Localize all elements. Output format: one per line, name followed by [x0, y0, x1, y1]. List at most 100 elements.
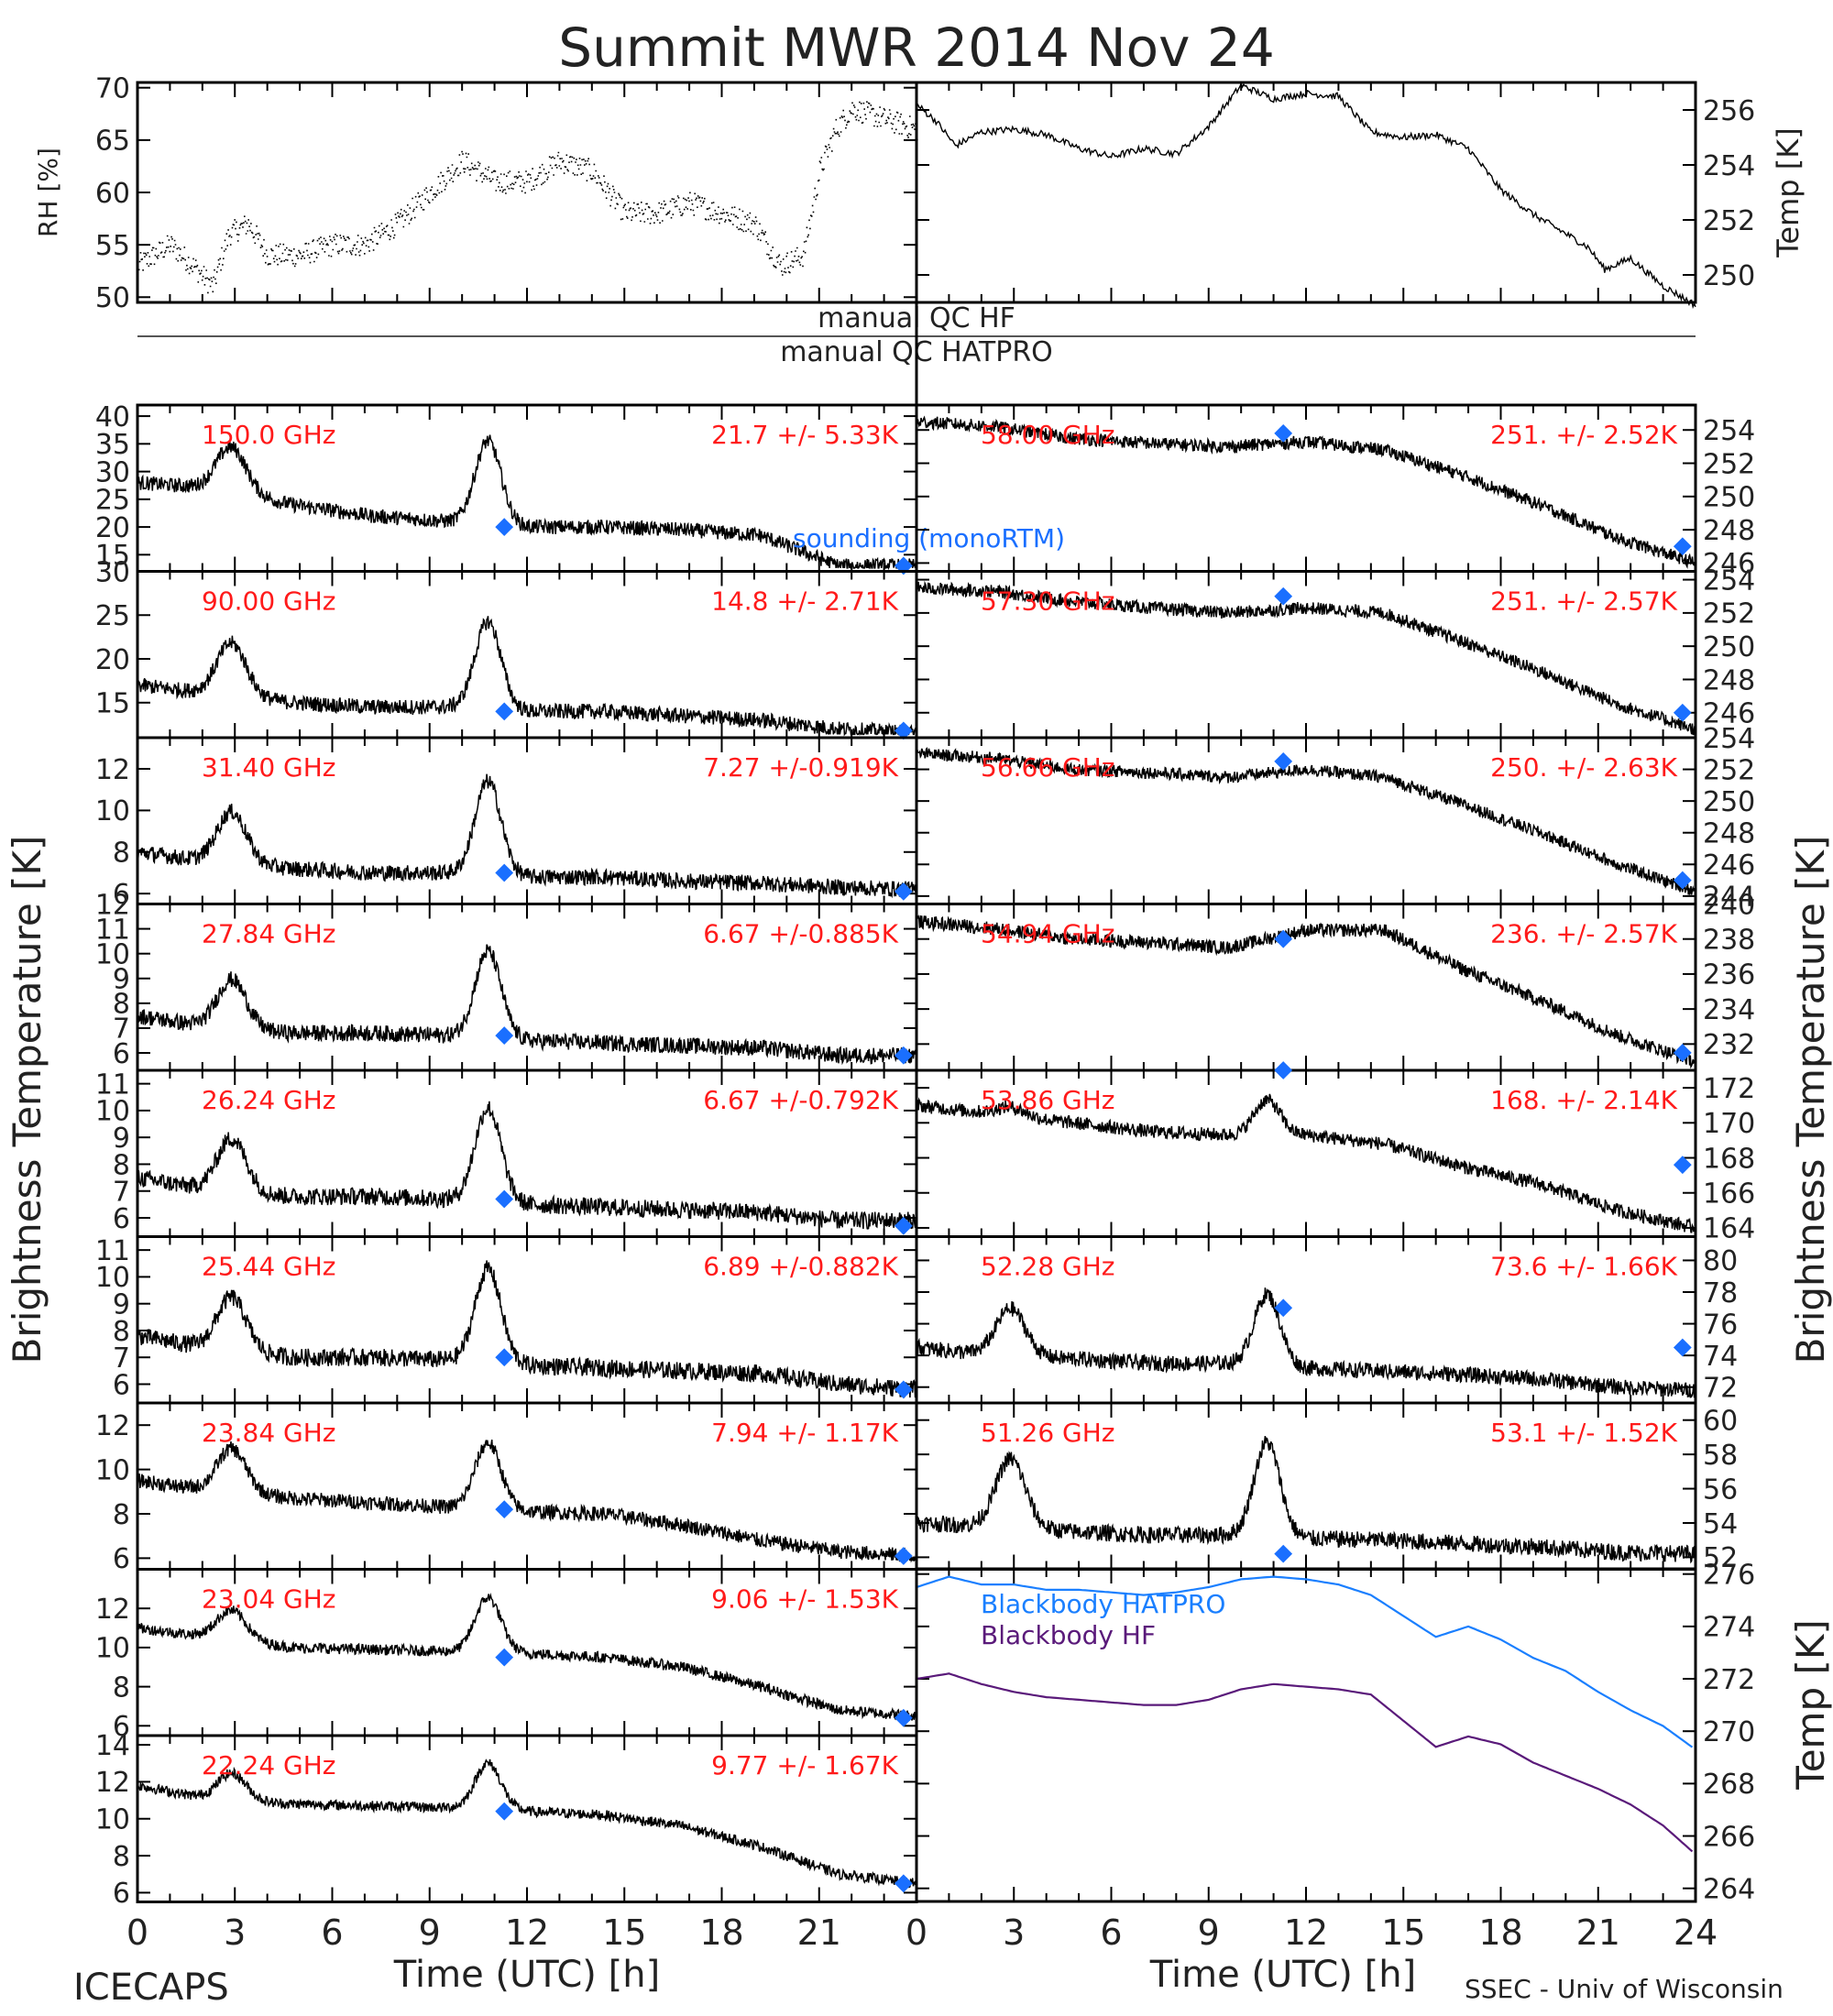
- channel-frequency: 58.00 GHz: [981, 420, 1115, 450]
- channel-frequency: 54.94 GHz: [981, 919, 1115, 949]
- channel-stat: 14.8 +/- 2.71K: [711, 586, 898, 617]
- channel-frequency: 31.40 GHz: [202, 752, 336, 783]
- sounding-marker: [1274, 1298, 1293, 1318]
- y-tick-label: 252: [1703, 448, 1755, 480]
- channel-panel: 6 8 10 12 31.40 GHz 7.27 +/-0.919K: [95, 736, 918, 911]
- bt-series: [137, 434, 917, 571]
- channel-frequency: 22.24 GHz: [202, 1750, 336, 1780]
- channel-stat: 251. +/- 2.52K: [1490, 420, 1677, 450]
- channel-stat: 251. +/- 2.57K: [1490, 586, 1677, 617]
- y-tick-label: 60: [95, 178, 130, 210]
- y-tick-label: 12: [95, 754, 130, 786]
- y-tick-label: 232: [1703, 1029, 1755, 1061]
- x-axes: 0 3 6 9 12 15 18 21 0 3 6 9 12 15 18 21 24: [126, 1912, 1718, 1953]
- sounding-marker: [1274, 752, 1293, 771]
- y-tick-label: 30: [95, 556, 130, 588]
- x-tick-label-right: 6: [1100, 1912, 1122, 1953]
- channel-frequency: 53.86 GHz: [981, 1085, 1115, 1115]
- legend-bb-hatpro: Blackbody HATPRO: [981, 1589, 1225, 1619]
- rh-series: [137, 101, 918, 294]
- y-tick-label: 250: [1703, 482, 1755, 514]
- bt-series: [916, 580, 1696, 736]
- channel-panel: 15 20 25 30 90.00 GHz 14.8 +/- 2.71K: [95, 556, 918, 740]
- sounding-marker: [495, 1802, 514, 1821]
- y-tick-label: 264: [1703, 1874, 1755, 1906]
- x-tick-label-left: 6: [321, 1912, 343, 1953]
- xlabel-left: Time (UTC) [h]: [393, 1954, 660, 1996]
- y-tick-label: 8: [113, 1841, 130, 1873]
- channel-frequency: 51.26 GHz: [981, 1418, 1115, 1448]
- bt-series: [916, 1287, 1696, 1398]
- y-tick-label: 236: [1703, 959, 1755, 992]
- bb-hf-series: [916, 1672, 1694, 1853]
- sounding-legend: sounding (monoRTM): [793, 523, 1065, 553]
- sounding-marker: [495, 1500, 514, 1519]
- y-tick-label: 10: [95, 938, 130, 970]
- channel-frequency: 52.28 GHz: [981, 1252, 1115, 1282]
- y-tick-label: 254: [1703, 150, 1755, 182]
- y-tick-label: 254: [1703, 564, 1755, 597]
- y-tick-label: 6: [113, 1369, 130, 1401]
- y-tick-label: 6: [113, 1711, 130, 1743]
- x-tick-label-right: 24: [1674, 1912, 1718, 1953]
- x-tick-label-right: 0: [906, 1912, 927, 1953]
- y-tick-label: 250: [1703, 786, 1755, 818]
- channel-frequency: 57.30 GHz: [981, 586, 1115, 617]
- y-tick-label: 246: [1703, 849, 1755, 882]
- bt-series: [137, 1101, 917, 1230]
- bt-series: [137, 1260, 917, 1399]
- x-tick-label-right: 9: [1198, 1912, 1220, 1953]
- y-tick-label: 274: [1703, 1612, 1755, 1644]
- y-label-bb: Temp [K]: [1788, 1619, 1833, 1791]
- y-tick-label: 246: [1703, 698, 1755, 730]
- y-tick-label: 14: [95, 1730, 130, 1762]
- bt-series: [137, 773, 917, 899]
- y-tick-label: 248: [1703, 818, 1755, 850]
- y-tick-label: 164: [1703, 1213, 1755, 1245]
- channel-frequency: 23.84 GHz: [202, 1418, 336, 1448]
- panel-frame: [915, 81, 1697, 304]
- footer-icecaps: ICECAPS: [73, 1967, 229, 2009]
- y-tick-label: 254: [1703, 723, 1755, 755]
- y-tick-label: 12: [95, 1594, 130, 1626]
- sounding-marker: [1673, 1156, 1692, 1175]
- y-label-bt-left: Brightness Temperature [K]: [5, 836, 49, 1364]
- y-tick-label: 7: [113, 1013, 130, 1046]
- x-tick-label-right: 3: [1003, 1912, 1025, 1953]
- legend-bb-hf: Blackbody HF: [981, 1620, 1156, 1650]
- y-tick-label: 8: [113, 1671, 130, 1704]
- y-tick-label: 40: [95, 401, 130, 433]
- y-tick-label: 35: [95, 429, 130, 461]
- y-tick-label: 6: [113, 1203, 130, 1235]
- y-tick-label: 65: [95, 126, 130, 158]
- sounding-marker: [495, 1189, 514, 1209]
- y-tick-label: 268: [1703, 1769, 1755, 1801]
- bt-series: [137, 944, 917, 1066]
- sounding-marker: [1673, 1043, 1692, 1062]
- sounding-marker: [894, 1380, 913, 1399]
- y-tick-label: 54: [1703, 1508, 1738, 1540]
- sounding-marker: [495, 702, 514, 721]
- y-tick-label: 25: [95, 485, 130, 517]
- x-tick-label-left: 15: [602, 1912, 646, 1953]
- y-tick-label: 74: [1703, 1341, 1738, 1373]
- temp-series: [916, 82, 1696, 310]
- y-tick-label: 6: [113, 1878, 130, 1910]
- channel-frequency: 90.00 GHz: [202, 586, 336, 617]
- x-tick-label-left: 21: [797, 1912, 841, 1953]
- sounding-marker: [894, 1046, 913, 1065]
- channel-stat: 236. +/- 2.57K: [1490, 919, 1677, 949]
- y-tick-label: 10: [95, 1262, 130, 1294]
- channel-stat: 168. +/- 2.14K: [1490, 1085, 1677, 1115]
- channel-stat: 9.77 +/- 1.67K: [711, 1750, 898, 1780]
- y-tick-label: 56: [1703, 1474, 1738, 1506]
- y-tick-label: 10: [95, 1096, 130, 1128]
- x-tick-label-left: 9: [419, 1912, 441, 1953]
- y-tick-label: 270: [1703, 1716, 1755, 1748]
- y-tick-label: 60: [1703, 1406, 1738, 1438]
- bt-series: [137, 1440, 917, 1563]
- channel-frequency: 23.04 GHz: [202, 1584, 336, 1615]
